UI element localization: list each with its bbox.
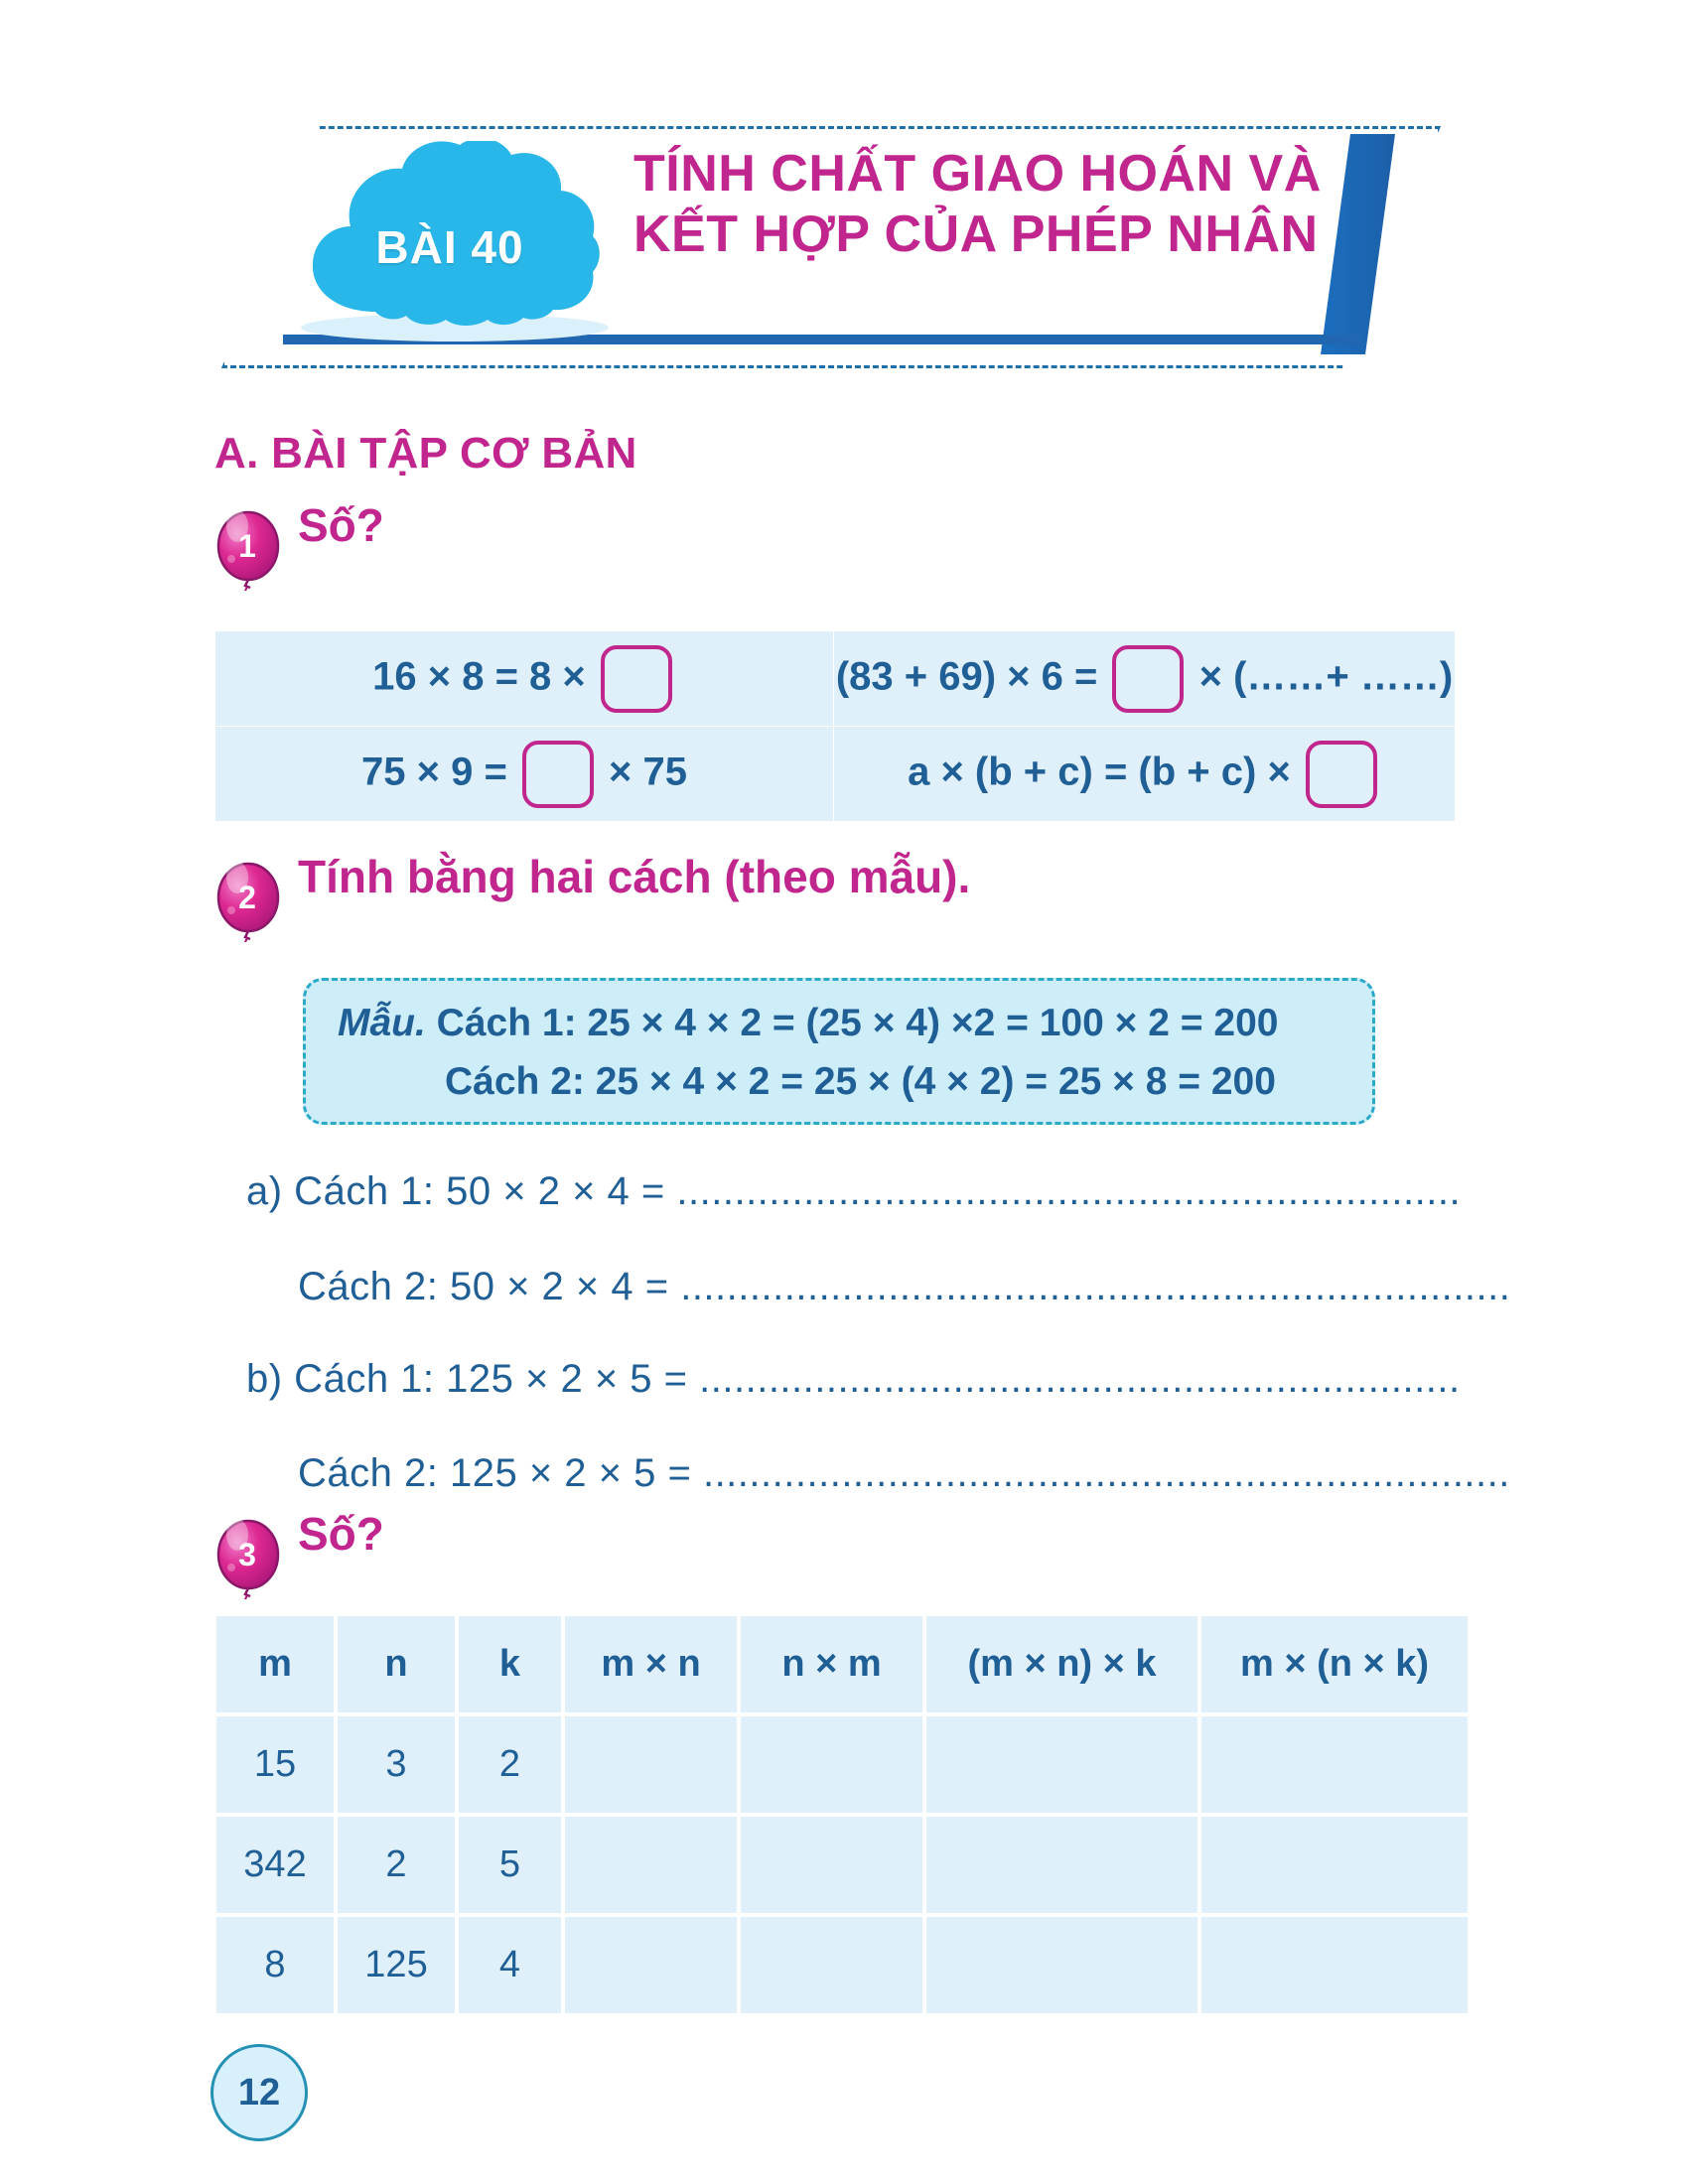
svg-text:1: 1 bbox=[238, 528, 256, 564]
svg-text:3: 3 bbox=[238, 1537, 256, 1572]
svg-text:2: 2 bbox=[238, 880, 256, 915]
